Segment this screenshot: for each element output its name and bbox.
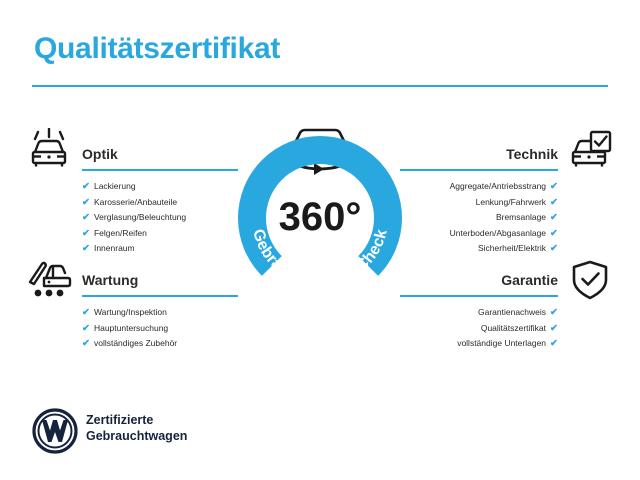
check-icon: ✔ [82, 243, 90, 254]
list-item-label: Verglasung/Beleuchtung [93, 212, 187, 222]
list-item: ✔ Karosserie/Anbauteile [82, 195, 238, 211]
list-item-label: Karosserie/Anbauteile [93, 196, 178, 207]
list-item: Bremsanlage ✔ [400, 210, 558, 226]
list-item: ✔ Wartung/Inspektion [82, 305, 238, 321]
section-technik-header: Technik [400, 146, 558, 172]
badge-center-label: 360° [279, 195, 362, 239]
check-icon: ✔ [82, 307, 90, 318]
section-wartung-title: Wartung [82, 272, 139, 288]
list-item: vollständige Unterlagen ✔ [400, 336, 558, 352]
car-check-icon [566, 128, 614, 172]
list-item: ✔ Verglasung/Beleuchtung [82, 210, 238, 226]
wrench-car-icon [26, 258, 74, 302]
shield-check-icon [566, 258, 614, 302]
list-item: ✔ Lackierung [82, 179, 238, 195]
check-icon: ✔ [550, 307, 558, 318]
check-icon: ✔ [550, 196, 558, 208]
section-garantie-divider [400, 295, 558, 297]
list-item: ✔ Hauptuntersuchung [82, 321, 238, 337]
page-title: Qualitätszertifikat [34, 32, 281, 65]
list-item-label: Wartung/Inspektion [93, 307, 167, 317]
section-wartung-header: Wartung [82, 272, 238, 298]
section-technik-items: Aggregate/Antriebsstrang ✔ Lenkung/Fahrwe… [400, 179, 558, 257]
check-icon: ✔ [82, 181, 90, 192]
section-garantie-title: Garantie [501, 272, 558, 288]
check-icon: ✔ [82, 338, 90, 349]
list-item-label: Innenraum [93, 243, 135, 253]
list-item-label: Lackierung [93, 181, 136, 191]
section-optik-divider [82, 169, 238, 171]
section-wartung-items: ✔ Wartung/Inspektion ✔ Hauptuntersuchung ✔… [82, 305, 238, 352]
check-icon: ✔ [550, 227, 558, 239]
check-icon: ✔ [82, 322, 90, 334]
list-item-label: Felgen/Reifen [93, 227, 147, 238]
section-technik-title: Technik [506, 146, 558, 162]
check-icon: ✔ [82, 227, 90, 239]
footer-brand-text: Zertifizierte Gebrauchtwagen [86, 412, 187, 444]
section-wartung: Wartung ✔ Wartung/Inspektion ✔ Hauptunters… [82, 272, 238, 352]
section-optik-header: Optik [82, 146, 238, 172]
list-item: ✔ Innenraum [82, 241, 238, 257]
list-item: Sicherheit/Elektrik ✔ [400, 241, 558, 257]
section-technik: Technik Aggregate/Antriebsstrang ✔ Lenkun… [400, 146, 558, 257]
footer-line-1: Zertifizierte [86, 413, 154, 427]
list-item: Garantienachweis ✔ [400, 305, 558, 321]
list-item: Qualitätszertifikat ✔ [400, 321, 558, 337]
list-item-label: Hauptuntersuchung [93, 322, 169, 333]
check-icon: ✔ [82, 196, 90, 208]
check-icon: ✔ [550, 338, 558, 349]
list-item-label: Bremsanlage [495, 212, 547, 222]
section-technik-divider [400, 169, 558, 171]
list-item: ✔ Felgen/Reifen [82, 226, 238, 242]
check-icon: ✔ [550, 322, 558, 334]
car-shine-icon [26, 128, 74, 172]
list-item-label: Garantienachweis [477, 307, 547, 317]
list-item-label: Unterboden/Abgasanlage [449, 227, 547, 238]
list-item-label: vollständige Unterlagen [457, 338, 547, 348]
vw-logo [32, 408, 78, 454]
section-optik: Optik ✔ Lackierung ✔ Karosserie/Anbauteile… [82, 146, 238, 257]
list-item-label: Aggregate/Antriebsstrang [449, 181, 547, 191]
header-divider [32, 85, 608, 87]
section-optik-items: ✔ Lackierung ✔ Karosserie/Anbauteile ✔ Verg… [82, 179, 238, 257]
list-item-label: Qualitätszertifikat [480, 322, 547, 333]
footer-line-2: Gebrauchtwagen [86, 429, 188, 443]
list-item: Aggregate/Antriebsstrang ✔ [400, 179, 558, 195]
check-icon: ✔ [550, 212, 558, 223]
check-icon: ✔ [550, 181, 558, 192]
section-garantie-items: Garantienachweis ✔ Qualitätszertifikat ✔ v… [400, 305, 558, 352]
section-garantie-header: Garantie [400, 272, 558, 298]
list-item-label: Sicherheit/Elektrik [478, 243, 547, 253]
check-icon: ✔ [550, 243, 558, 254]
list-item: Lenkung/Fahrwerk ✔ [400, 195, 558, 211]
list-item: ✔ vollständiges Zubehör [82, 336, 238, 352]
section-optik-title: Optik [82, 146, 118, 162]
list-item: Unterboden/Abgasanlage ✔ [400, 226, 558, 242]
section-wartung-divider [82, 295, 238, 297]
360-gebrauchtwagen-check-badge: 360° Gebrauchtwagen-Check [232, 118, 408, 304]
section-garantie: Garantie Garantienachweis ✔ Qualitätszert… [400, 272, 558, 352]
list-item-label: vollständiges Zubehör [93, 338, 178, 348]
check-icon: ✔ [82, 212, 90, 223]
list-item-label: Lenkung/Fahrwerk [475, 196, 547, 207]
